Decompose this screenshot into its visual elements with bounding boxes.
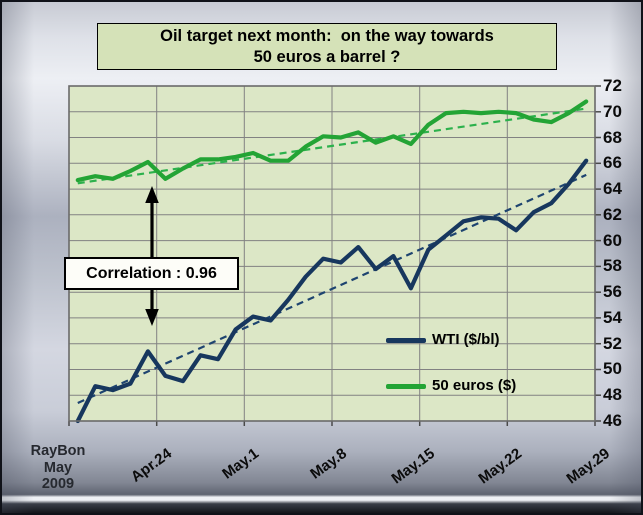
watermark: RayBon May 2009 [18,443,98,493]
y-tick-label-54: 54 [603,307,622,327]
y-tick-label-52: 52 [603,333,622,353]
legend-label-wti: WTI ($/bl) [432,331,500,348]
correlation-arrow [145,186,159,326]
y-tick-label-70: 70 [603,101,622,121]
y-tick-label-58: 58 [603,256,622,276]
legend-swatch-euros [386,384,426,389]
correlation-text: Correlation : 0.96 [86,264,217,282]
legend-label-euros: 50 euros ($) [432,377,517,394]
correlation-annotation: Correlation : 0.96 [64,257,239,290]
y-tick-label-56: 56 [603,282,622,302]
y-tick-label-72: 72 [603,76,622,95]
watermark-line2: May [43,459,73,476]
watermark-line3: 2009 [41,476,75,492]
y-tick-label-46: 46 [603,411,622,430]
y-tick-label-64: 64 [603,179,622,199]
y-tick-label-48: 48 [603,385,622,405]
legend-swatch-wti [386,338,426,343]
y-tick-label-60: 60 [603,230,622,250]
y-tick-label-62: 62 [603,204,622,224]
watermark-line1: RayBon [30,443,86,459]
chart-title-box: Oil target next month: on the way toward… [97,23,557,70]
y-tick-label-68: 68 [603,127,622,147]
y-tick-label-50: 50 [603,359,622,379]
chart-title-line1: Oil target next month: on the way toward… [160,26,494,45]
y-tick-label-66: 66 [603,153,622,173]
chart-title-line2: 50 euros a barrel ? [253,47,401,66]
